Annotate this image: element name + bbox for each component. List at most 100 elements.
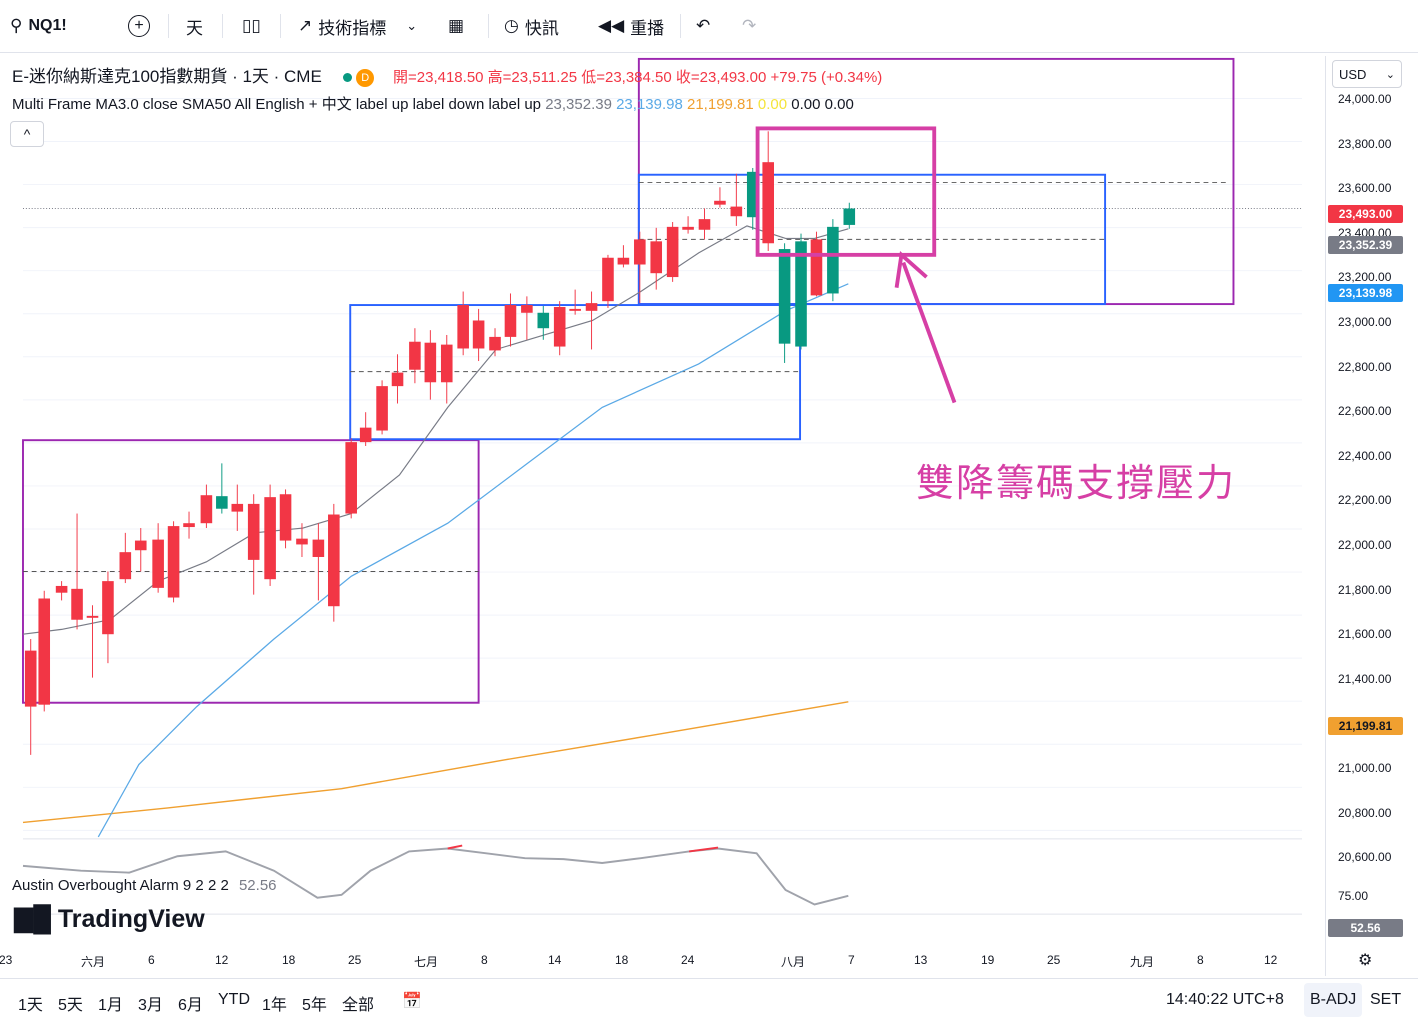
candle-body	[714, 200, 726, 205]
price-chart[interactable]	[0, 56, 1325, 946]
oscillator-legend[interactable]: Austin Overbought Alarm 9 2 2 2 52.56	[12, 877, 277, 894]
candle-body	[617, 257, 630, 265]
redo-icon: ↷	[742, 16, 757, 35]
range-button[interactable]: 5天	[58, 997, 83, 1014]
candle-body	[345, 442, 357, 514]
candle-body	[24, 650, 37, 707]
range-button[interactable]: 3月	[138, 997, 163, 1014]
replay-label: 重播	[630, 18, 665, 38]
candles-icon: ▯▯	[242, 16, 261, 35]
ma-blue-line	[97, 283, 849, 838]
settings-gear-icon[interactable]: ⚙	[1358, 952, 1373, 969]
candle-body	[746, 171, 759, 218]
range-button[interactable]: 1月	[98, 997, 123, 1014]
range-button[interactable]: 6月	[178, 997, 203, 1014]
search-icon: ⚲	[10, 16, 23, 35]
candle-body	[200, 495, 213, 524]
osc-value-label: 52.56	[1328, 919, 1403, 937]
price-tick: 20,800.00	[1338, 805, 1392, 820]
candle-body	[424, 342, 437, 383]
range-button[interactable]: 1天	[18, 997, 43, 1014]
candle-body	[537, 312, 550, 329]
candle-body	[810, 239, 823, 296]
oscillator-name: Austin Overbought Alarm 9 2 2 2	[12, 877, 229, 894]
candle-body	[119, 552, 132, 580]
candle-body	[71, 588, 83, 620]
annotation-text[interactable]: 雙降籌碼支撐壓力	[916, 463, 1237, 505]
indicators-icon: ↗	[298, 16, 313, 35]
alert-button[interactable]: ◷ 快訊	[504, 12, 559, 40]
currency-label: USD	[1339, 67, 1367, 82]
chart-type-button[interactable]: ▯▯	[242, 12, 261, 40]
ma1-price-label: 23,352.39	[1328, 236, 1403, 254]
price-tick: 22,800.00	[1338, 359, 1392, 374]
candle-body	[183, 523, 195, 528]
range-button[interactable]: YTD	[218, 991, 250, 1008]
settlement-button[interactable]: SET	[1370, 991, 1402, 1008]
ohlc-values: 開=23,418.50 高=23,511.25 低=23,384.50 收=23…	[393, 69, 883, 86]
collapse-legend-button[interactable]: ^	[10, 121, 44, 147]
candle-body	[409, 341, 421, 370]
time-tick: 7	[848, 953, 855, 967]
undo-button[interactable]: ↶	[696, 12, 710, 40]
range-button[interactable]: 1年	[262, 997, 287, 1014]
redo-button[interactable]: ↷	[742, 12, 756, 40]
interval-button[interactable]: 天	[186, 18, 203, 38]
candle-body	[602, 257, 614, 302]
currency-select[interactable]: USD ⌄	[1332, 60, 1402, 88]
ma-grey-line	[22, 225, 849, 635]
time-tick: 14	[548, 953, 562, 967]
calendar-range-icon[interactable]: 📅	[402, 993, 422, 1010]
symbol-legend[interactable]: E-迷你納斯達克100指數期貨 · 1天 · CME D 開=23,418.50…	[12, 62, 882, 87]
replay-button[interactable]: ◀◀ 重播	[598, 12, 664, 40]
candle-body	[634, 239, 646, 265]
symbol-search[interactable]: ⚲ NQ1!	[10, 12, 67, 40]
candle-body	[134, 540, 147, 551]
legend-title: E-迷你納斯達克100指數期貨 · 1天 · CME	[12, 67, 322, 86]
highlight-box	[755, 126, 937, 257]
time-tick: 19	[981, 953, 995, 967]
range-button[interactable]: 全部	[342, 997, 375, 1014]
ma-value-3: 21,199.81	[687, 96, 754, 113]
clock-label[interactable]: 14:40:22 UTC+8	[1166, 991, 1284, 1008]
b-adj-button[interactable]: B-ADJ	[1304, 983, 1363, 1017]
osc-tick-75: 75.00	[1338, 889, 1369, 903]
layouts-button[interactable]: ▦	[448, 12, 464, 40]
ma-indicator-name: Multi Frame MA3.0 close SMA50 All Englis…	[12, 96, 542, 113]
indicators-button[interactable]: ↗ 技術指標 ⌄	[298, 12, 417, 40]
alert-label: 快訊	[524, 18, 559, 38]
candle-body	[55, 585, 68, 593]
time-tick: 25	[1047, 953, 1061, 967]
time-tick: 12	[215, 953, 229, 967]
price-tick: 23,200.00	[1338, 270, 1392, 285]
time-tick: 13	[914, 953, 928, 967]
candle-body	[762, 162, 774, 244]
candle-body	[312, 539, 325, 557]
ma-value-5: 0.00	[791, 96, 821, 113]
compare-button[interactable]: +	[128, 12, 150, 40]
candle-body	[569, 308, 581, 311]
candle-body	[279, 494, 292, 541]
undo-icon: ↶	[696, 16, 711, 35]
logo-text: TradingView	[57, 905, 205, 933]
ma-value-6: 0.00	[824, 96, 854, 113]
candle-body	[376, 386, 388, 431]
ma-indicator-legend[interactable]: Multi Frame MA3.0 close SMA50 All Englis…	[12, 93, 854, 114]
price-tick: 21,400.00	[1338, 671, 1392, 686]
oscillator-line	[22, 847, 849, 906]
time-tick: 8	[481, 953, 488, 967]
candle-body	[296, 538, 308, 545]
price-tick: 23,000.00	[1338, 315, 1392, 329]
tradingview-logo[interactable]: ▇█ TradingView	[14, 904, 205, 934]
candle-body	[216, 496, 228, 509]
time-tick: 25	[348, 953, 362, 967]
candle-body	[264, 497, 276, 580]
symbol-name: NQ1!	[28, 17, 67, 34]
candle-body	[795, 241, 807, 347]
range-button[interactable]: 5年	[302, 997, 327, 1014]
candle-body	[585, 303, 598, 311]
price-tick: 22,600.00	[1338, 404, 1392, 419]
candle-body	[472, 320, 485, 349]
data-badge: D	[356, 68, 375, 87]
plus-circle-icon: +	[128, 15, 150, 37]
